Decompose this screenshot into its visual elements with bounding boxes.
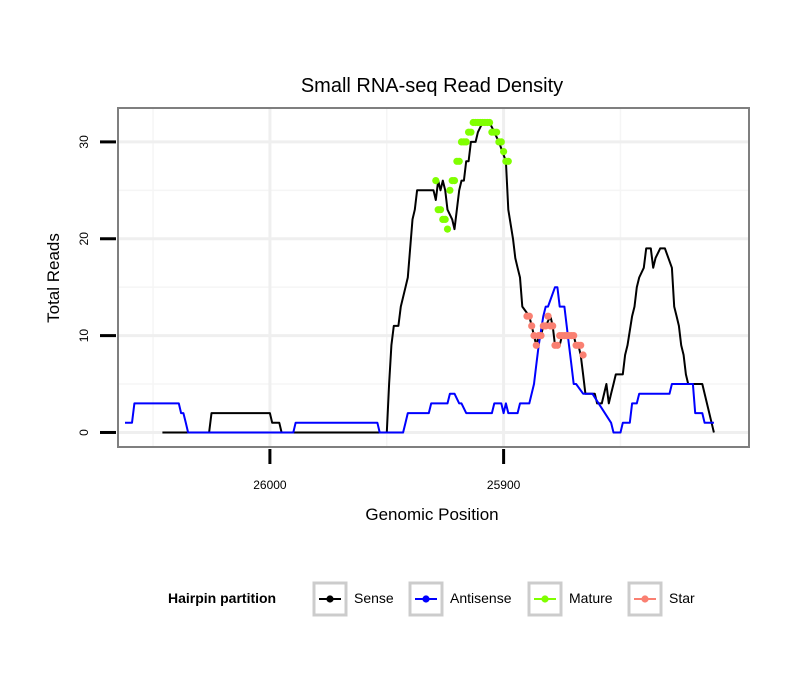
legend-item-antisense: Antisense [408, 581, 512, 617]
data-point-mature [486, 118, 494, 127]
data-point-star [528, 322, 536, 330]
legend-label: Star [669, 590, 695, 606]
y-tick-label: 0 [77, 429, 91, 436]
data-point-mature [436, 206, 445, 214]
plot-panel [117, 107, 750, 448]
x-axis-title: Genomic Position [365, 505, 498, 524]
plot-panel-background [118, 108, 749, 447]
data-point-star [549, 322, 557, 330]
legend-label: Sense [354, 590, 394, 606]
series-points-mature [432, 118, 512, 233]
legend: Hairpin partition Sense Antisense Mature St… [168, 581, 695, 617]
data-point-star [577, 341, 585, 349]
data-point-mature [493, 128, 501, 136]
data-point-mature [450, 177, 459, 185]
y-tick-label: 30 [77, 135, 91, 149]
data-point-mature [497, 138, 505, 146]
data-point-star [553, 341, 562, 349]
data-point-mature [441, 215, 449, 223]
y-axis-title: Total Reads [44, 233, 63, 323]
x-axis: 26000 25900 [253, 449, 521, 492]
series-layer [125, 118, 715, 434]
data-point-star [570, 332, 578, 340]
series-points-star [523, 312, 587, 359]
data-point-star [525, 312, 533, 320]
legend-key-point [641, 595, 649, 603]
data-point-mature [467, 128, 475, 136]
data-point-mature [462, 138, 470, 146]
legend-item-sense: Sense [312, 581, 394, 617]
data-point-star [579, 351, 587, 359]
legend-key-point [422, 595, 430, 603]
x-tick-label: 25900 [487, 478, 521, 492]
data-point-star [544, 312, 552, 320]
data-point-mature [432, 177, 440, 185]
y-tick-label: 20 [77, 232, 91, 246]
series-line-antisense [125, 286, 714, 434]
chart-title: Small RNA-seq Read Density [301, 75, 563, 97]
data-point-mature [443, 225, 452, 233]
legend-item-mature: Mature [527, 581, 613, 617]
data-point-star [537, 332, 545, 340]
legend-label: Mature [569, 590, 613, 606]
legend-item-star: Star [627, 581, 695, 617]
legend-key-point [326, 595, 334, 603]
data-point-mature [504, 157, 512, 165]
y-axis: 0 10 20 30 [77, 135, 116, 436]
data-point-star [532, 341, 540, 349]
data-point-mature [455, 157, 463, 165]
y-tick-label: 10 [77, 329, 91, 343]
legend-title: Hairpin partition [168, 590, 276, 606]
legend-label: Antisense [450, 590, 512, 606]
legend-key-point [541, 595, 549, 603]
data-point-mature [446, 186, 454, 194]
x-tick-label: 26000 [253, 478, 287, 492]
plot-panel-border [117, 107, 750, 448]
data-point-mature [500, 148, 508, 156]
